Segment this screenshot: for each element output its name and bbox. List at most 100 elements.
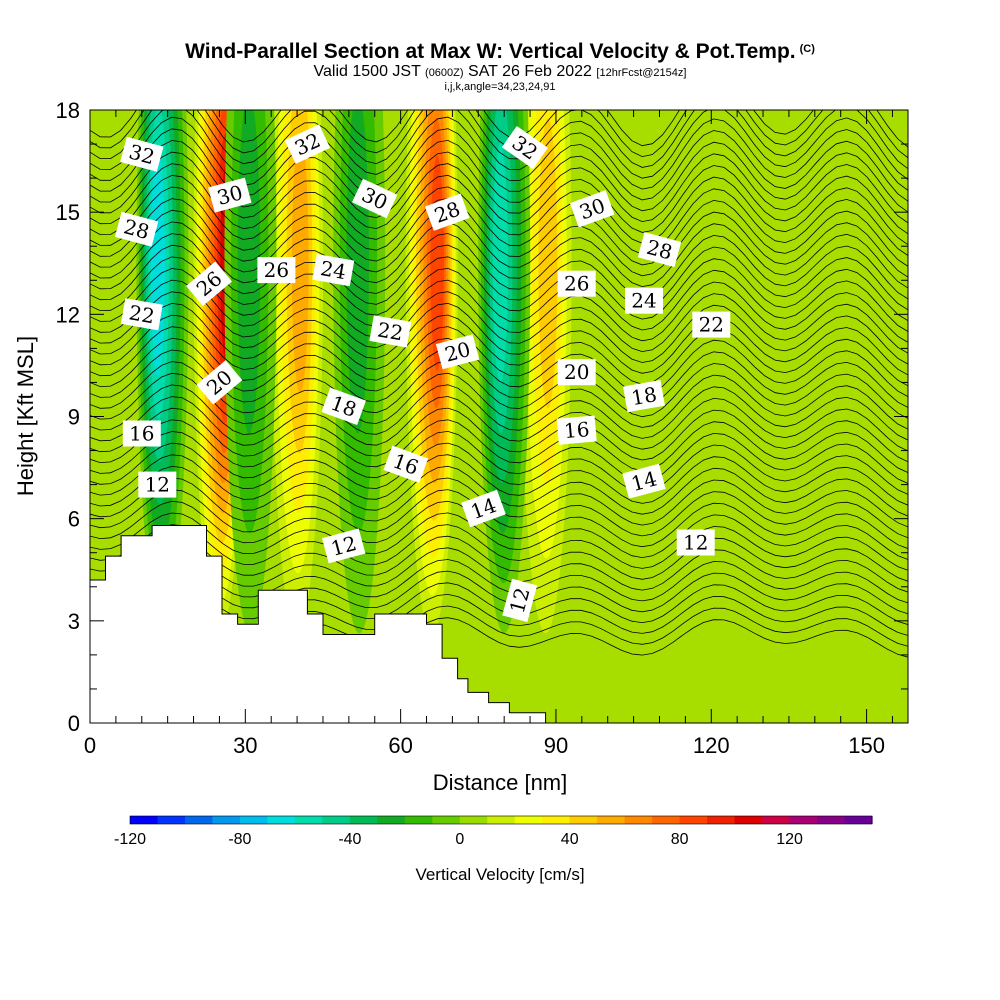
isentrope-line [90, 430, 908, 484]
contour-label: 28 [114, 211, 159, 247]
contour-label-text: 24 [631, 289, 656, 313]
colorbar-tick-label: -80 [228, 831, 251, 848]
contour-label-box [120, 298, 163, 331]
contour-label: 32 [120, 136, 164, 172]
contour-label-box [502, 578, 538, 623]
contour-label-box [312, 253, 355, 287]
colorbar-swatch [707, 816, 736, 824]
isentrope-line [90, 582, 908, 625]
contour-label: 26 [557, 270, 596, 297]
x-tick-label: 0 [84, 733, 96, 758]
contour-label-box [284, 124, 331, 164]
colorbar-swatch [404, 816, 433, 824]
colorbar-title: Vertical Velocity [cm/s] [415, 865, 584, 884]
y-tick-label: 3 [68, 609, 80, 634]
contour-label-text: 26 [564, 272, 589, 296]
contour-label: 24 [312, 253, 355, 287]
colorbar-tick-label: -120 [114, 831, 146, 848]
contour-label: 14 [622, 463, 666, 499]
y-tick-label: 9 [68, 405, 80, 430]
y-axis-title: Height [Kft MSL] [13, 336, 38, 496]
copyright-mark: (C) [799, 43, 815, 55]
y-tick-label: 12 [56, 302, 80, 327]
colorbar-swatch [597, 816, 626, 824]
contour-label: 28 [637, 232, 682, 268]
colorbar-swatch [294, 816, 323, 824]
y-tick-label: 0 [68, 711, 80, 736]
contour-label-text: 16 [129, 422, 154, 446]
isentrope-line [90, 110, 908, 180]
colorbar-swatch [322, 816, 351, 824]
contour-label-box [196, 360, 243, 405]
isentrope-line [90, 244, 908, 311]
x-axis-title: Distance [nm] [433, 770, 568, 795]
valid-time-line: Valid 1500 JST (0600Z) SAT 26 Feb 2022 [… [0, 64, 1000, 81]
contour-label-box [676, 529, 715, 556]
contour-label-box [623, 379, 665, 413]
contour-label-box [138, 471, 177, 498]
isentrope-line [90, 110, 908, 159]
isentrope-line [90, 198, 908, 267]
isentrope-line [90, 267, 908, 332]
contour-label-box [557, 270, 596, 297]
colorbar-swatch [157, 816, 186, 824]
colorbar-tick-label: 0 [455, 831, 464, 848]
colorbar-tick-label: 120 [776, 831, 803, 848]
colorbar-swatch [762, 816, 791, 824]
colorbar-swatch [624, 816, 653, 824]
contour-label-text: 26 [264, 258, 289, 282]
isentrope-line [90, 547, 908, 593]
contour-label-box [622, 463, 666, 499]
y-tick-label: 6 [68, 507, 80, 532]
colorbar-swatch [542, 816, 571, 824]
contour-label: 20 [435, 334, 480, 370]
isentrope-line [90, 302, 908, 365]
contour-label: 12 [502, 578, 538, 623]
updraft-band-3-level-3 [538, 118, 558, 409]
contour-label-text: 22 [376, 317, 405, 345]
isentrope-line [90, 163, 908, 235]
contour-label-box [257, 257, 296, 284]
contour-label-text: 22 [699, 313, 724, 337]
contour-label-box [383, 445, 429, 483]
contour-label: 22 [369, 315, 412, 348]
colorbar-swatch [184, 816, 214, 824]
downdraft-band-7-level-5 [492, 143, 508, 384]
contour-label: 12 [138, 471, 177, 498]
chart-title-block: Wind-Parallel Section at Max W: Vertical… [0, 38, 1000, 94]
isentrope-line [90, 209, 908, 278]
colorbar-swatch [734, 816, 763, 824]
colorbar-swatch [487, 816, 516, 824]
contour-label-box [435, 334, 480, 370]
contour-label: 20 [557, 359, 596, 386]
contour-label-box [208, 177, 252, 213]
terrain-mask [89, 525, 908, 724]
isentrope-line [90, 559, 908, 604]
contour-label: 12 [676, 529, 715, 556]
colorbar-swatch [514, 816, 543, 824]
updraft-band-1-level-4 [291, 133, 309, 394]
colorbar-swatch [844, 816, 873, 824]
contour-label-text: 18 [629, 382, 658, 410]
contour-label-box [556, 415, 597, 445]
plot-area: 3228221612302620263224301822281612201432… [89, 109, 909, 724]
contour-label-box [424, 193, 470, 231]
colorbar-swatch [130, 816, 159, 824]
forecast-info: [12hrFcst@2154z] [596, 67, 687, 79]
colorbar-outline [129, 815, 873, 825]
colorbar-swatch [212, 816, 241, 824]
isentrope-line [90, 361, 908, 419]
contour-label: 18 [623, 379, 665, 413]
colorbar-tick-label: 80 [671, 831, 689, 848]
contour-label: 16 [556, 415, 597, 445]
isentrope-line [90, 512, 908, 560]
contour-label-box [461, 489, 506, 528]
contour-labels: 3228221612302620263224301822281612201432… [114, 124, 731, 623]
colorbar-swatch [817, 816, 846, 824]
contour-label-box [637, 232, 682, 268]
contour-label-box [625, 287, 663, 314]
contour-label-box [114, 211, 159, 247]
isentrope-line [90, 186, 908, 256]
colorbar: -120 -80 -40 0 40 80 120 [114, 815, 873, 848]
axes: 0 30 60 90 120 150 0 3 6 9 12 15 18 [56, 98, 908, 758]
